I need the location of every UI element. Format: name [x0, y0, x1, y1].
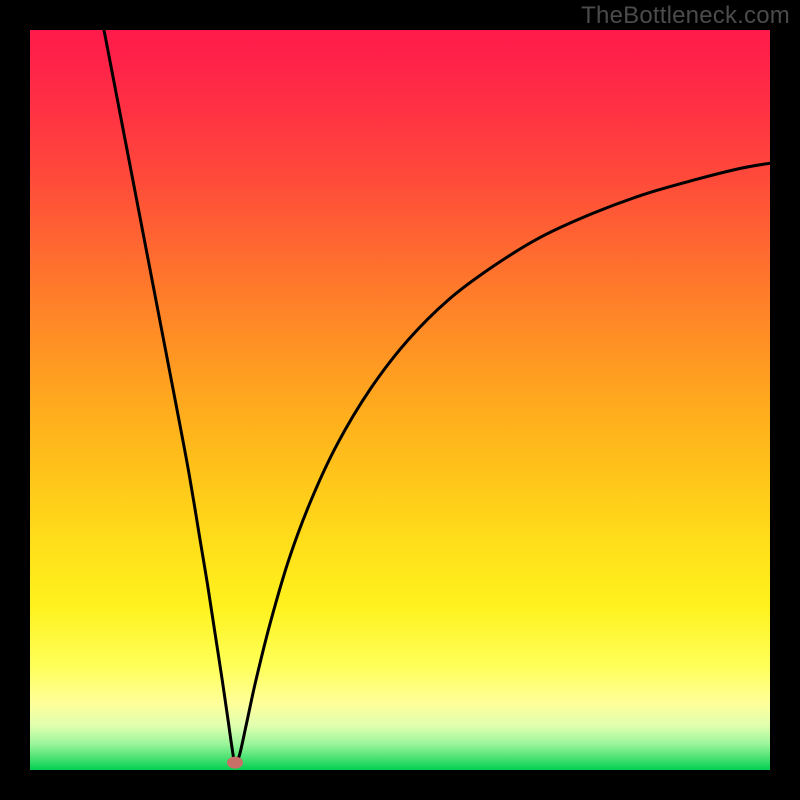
minimum-marker	[227, 757, 243, 769]
chart-canvas: TheBottleneck.com	[0, 0, 800, 800]
gradient-background	[30, 30, 770, 770]
bottleneck-curve-chart	[0, 0, 800, 800]
watermark-text: TheBottleneck.com	[581, 2, 790, 30]
